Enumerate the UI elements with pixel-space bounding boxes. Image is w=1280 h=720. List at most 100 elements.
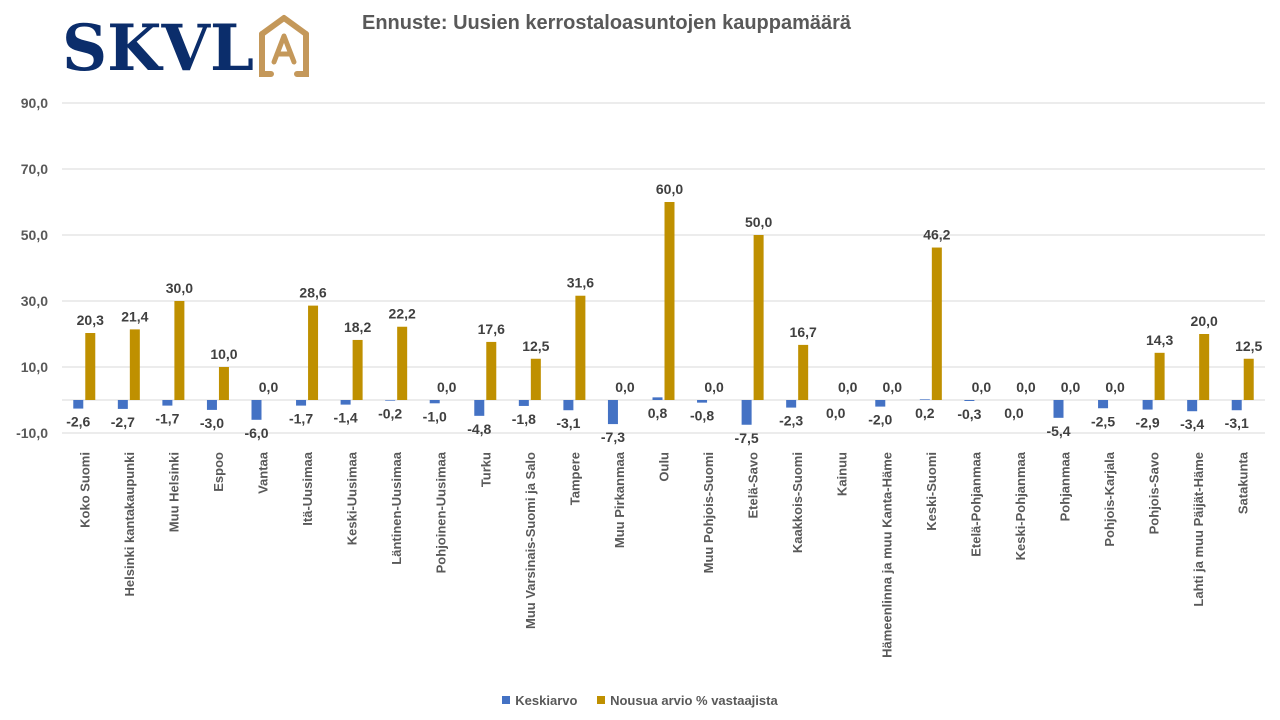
bar-nousua [1154, 352, 1165, 400]
legend-swatch [597, 696, 606, 704]
bar-nousua [85, 333, 96, 400]
category-label: Muu Helsinki [166, 452, 181, 532]
bar-nousua [174, 301, 185, 400]
data-label: 14,3 [1146, 332, 1173, 348]
bar-nousua [1199, 334, 1210, 400]
data-label: -6,0 [244, 425, 268, 441]
legend-label: Nousua arvio % vastaajista [610, 692, 778, 708]
data-label: -2,5 [1091, 413, 1115, 429]
category-label: Pohjoinen-Uusimaa [434, 451, 449, 573]
data-label: -3,0 [200, 415, 224, 431]
data-label: -7,3 [601, 429, 625, 445]
bar-nousua [486, 341, 497, 400]
data-label: -0,8 [690, 408, 714, 424]
category-label: Etelä-Savo [746, 452, 761, 519]
category-label: Satakunta [1236, 451, 1251, 514]
category-label: Läntinen-Uusimaa [389, 451, 404, 564]
bar-nousua [129, 329, 140, 400]
data-label: -1,7 [289, 411, 313, 427]
y-tick-label: 70,0 [21, 161, 48, 177]
data-label: 0,0 [437, 379, 457, 395]
data-label: 50,0 [745, 214, 772, 230]
data-label: -2,7 [111, 414, 135, 430]
bar-keskiarvo [607, 400, 618, 425]
data-label: 0,0 [1016, 379, 1036, 395]
bar-keskiarvo [875, 400, 886, 407]
bar-keskiarvo [1231, 400, 1242, 411]
data-label: 0,0 [1004, 405, 1024, 421]
bar-keskiarvo [1187, 400, 1198, 412]
bar-keskiarvo [296, 400, 307, 406]
data-label: 22,2 [389, 306, 416, 322]
data-label: 0,0 [838, 379, 858, 395]
data-label: -3,4 [1180, 416, 1204, 432]
bar-keskiarvo [1142, 400, 1153, 410]
data-label: -1,8 [512, 411, 536, 427]
bar-nousua [575, 295, 586, 400]
category-label: Koko Suomi [77, 452, 92, 528]
category-label: Oulu [657, 452, 672, 482]
data-label: -4,8 [467, 421, 491, 437]
bar-keskiarvo [563, 400, 574, 411]
category-label: Hämeenlinna ja muu Kanta-Häme [879, 452, 894, 658]
data-label: 20,3 [77, 312, 104, 328]
y-tick-label: -10,0 [16, 425, 48, 441]
data-label: 0,0 [615, 379, 635, 395]
bar-keskiarvo [340, 400, 351, 405]
legend: Keskiarvo Nousua arvio % vastaajista [0, 692, 1280, 708]
data-label: -3,1 [556, 415, 580, 431]
data-label: 46,2 [923, 227, 950, 243]
svg-text:SKVL: SKVL [62, 12, 254, 78]
bar-nousua [1243, 358, 1254, 400]
category-label: Pohjanmaa [1058, 451, 1073, 521]
data-label: 17,6 [478, 321, 505, 337]
data-label: 21,4 [121, 308, 148, 324]
data-label: 28,6 [299, 285, 326, 301]
data-label: 12,5 [522, 338, 549, 354]
bar-keskiarvo [429, 400, 440, 404]
category-label: Lahti ja muu Päijät-Häme [1191, 452, 1206, 607]
bar-keskiarvo [385, 400, 396, 401]
category-label: Vantaa [256, 451, 271, 494]
category-label: Muu Pohjois-Suomi [701, 452, 716, 573]
bar-keskiarvo [474, 400, 485, 416]
bar-nousua [218, 367, 229, 400]
bar-nousua [931, 247, 942, 400]
bar-keskiarvo [518, 400, 529, 406]
bar-keskiarvo [786, 400, 797, 408]
category-label: Itä-Uusimaa [300, 451, 315, 525]
data-label: 0,0 [883, 379, 903, 395]
bar-nousua [397, 326, 408, 400]
data-label: -0,2 [378, 406, 402, 422]
category-label: Muu Pirkanmaa [612, 451, 627, 548]
data-label: 0,0 [259, 379, 279, 395]
data-label: -2,6 [66, 414, 90, 430]
data-label: -2,0 [868, 412, 892, 428]
data-label: 20,0 [1191, 313, 1218, 329]
bar-keskiarvo [741, 400, 752, 425]
category-label: Kaakkois-Suomi [790, 452, 805, 553]
bar-keskiarvo [73, 400, 84, 409]
bar-nousua [798, 344, 809, 400]
category-label: Pohjois-Karjala [1102, 451, 1117, 546]
category-label: Etelä-Pohjanmaa [968, 451, 983, 557]
category-label: Tampere [567, 452, 582, 505]
data-label: 0,2 [915, 405, 935, 421]
y-tick-label: 10,0 [21, 359, 48, 375]
bar-keskiarvo [162, 400, 173, 406]
category-label: Pohjois-Savo [1147, 452, 1162, 534]
data-label: -2,9 [1136, 415, 1160, 431]
bar-nousua [753, 235, 764, 400]
category-label: Kainuu [835, 452, 850, 496]
data-label: 0,8 [648, 405, 668, 421]
data-label: 0,0 [1061, 379, 1081, 395]
data-label: 12,5 [1235, 338, 1262, 354]
bar-keskiarvo [1098, 400, 1109, 409]
data-label: -5,4 [1046, 423, 1070, 439]
bar-keskiarvo [1053, 400, 1064, 418]
legend-label: Keskiarvo [515, 692, 578, 708]
category-label: Turku [478, 452, 493, 487]
bar-keskiarvo [251, 400, 262, 420]
bar-keskiarvo [919, 399, 930, 400]
